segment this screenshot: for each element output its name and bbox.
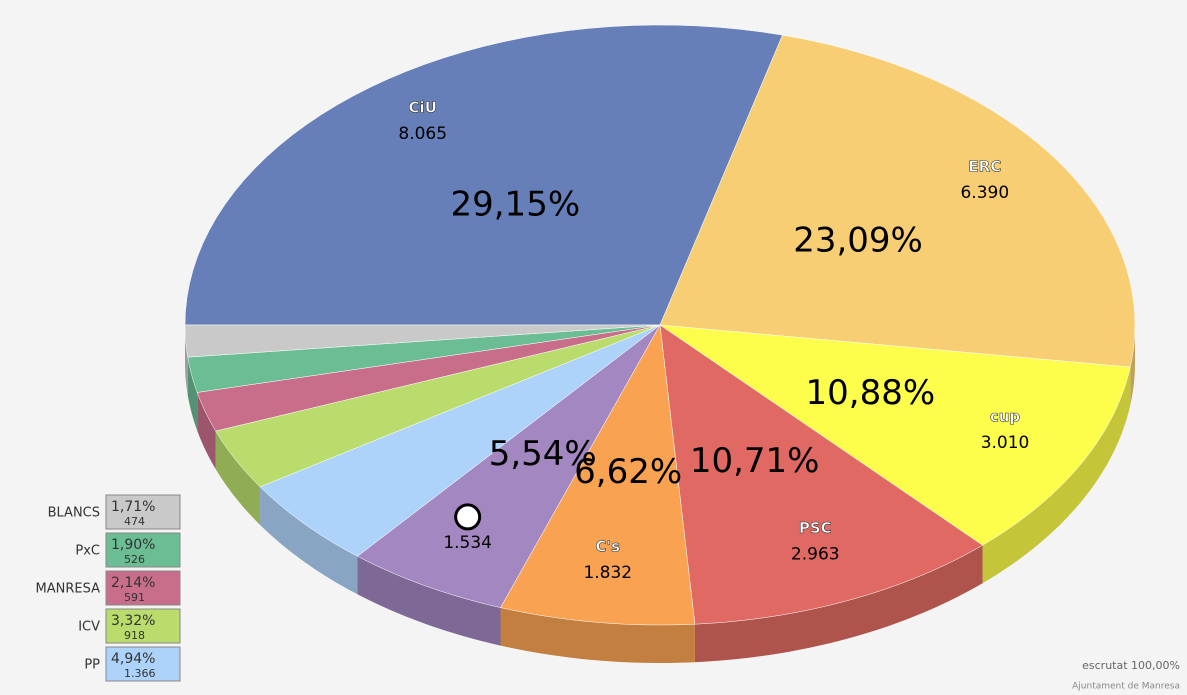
footer: escrutat 100,00%: [1082, 659, 1180, 672]
slice-side: [215, 431, 261, 525]
percent-label: 5,54%: [489, 434, 597, 474]
sides: [185, 325, 1135, 663]
slice: [184, 24, 783, 326]
credit: Ajuntament de Manresa: [1072, 682, 1180, 692]
percent-label: 10,71%: [690, 441, 820, 481]
slice: [187, 324, 661, 393]
legend-votes: 526: [124, 553, 145, 566]
vote-label: 6.390: [960, 183, 1009, 203]
slice: [184, 324, 661, 358]
slice-side: [500, 607, 695, 663]
slice: [259, 324, 661, 557]
slice: [196, 324, 661, 432]
slice-side: [357, 556, 501, 646]
legend-percent: 2,14%: [111, 575, 155, 591]
percent-label: 23,09%: [793, 221, 923, 261]
vote-label: 1.832: [583, 563, 632, 583]
legend-percent: 1,71%: [111, 499, 155, 515]
slice-side: [187, 357, 198, 431]
percent-label: 6,62%: [574, 452, 682, 492]
legend-box: [105, 494, 181, 530]
tops: [184, 24, 1136, 626]
slice: [659, 324, 984, 625]
legend-votes: 1.366: [124, 667, 156, 680]
legend-box: [105, 570, 181, 606]
party-logo: CiU: [409, 98, 437, 116]
legend-name: ICV: [78, 620, 100, 635]
legend-box: [105, 608, 181, 644]
party-logo: C's: [596, 537, 621, 555]
legend-box: [105, 532, 181, 568]
legend-name: PP: [84, 658, 100, 673]
labels: 29,15% CiU 8.065 23,09% ERC 6.390 10,88% cup 3.0…: [398, 98, 1030, 583]
vote-label: 1.534: [443, 533, 492, 553]
legend-votes: 591: [124, 591, 145, 604]
legend-name: PxC: [75, 544, 100, 559]
legend-percent: 3,32%: [111, 613, 155, 629]
slice-side: [1130, 325, 1135, 406]
legend-votes: 918: [124, 629, 145, 642]
vote-label: 8.065: [398, 124, 447, 144]
slice-side: [260, 486, 358, 595]
slice: [215, 324, 661, 488]
vote-label: 3.010: [981, 433, 1030, 453]
legend-percent: 4,94%: [111, 651, 155, 667]
slice: [500, 324, 696, 626]
percent-label: 29,15%: [450, 185, 580, 225]
party-logo: cup: [990, 408, 1021, 426]
legend-percent: 1,90%: [111, 537, 155, 553]
slice-side: [982, 367, 1131, 584]
slice: [356, 324, 661, 608]
slice-side: [197, 392, 216, 470]
slice-side: [694, 545, 983, 663]
legend-votes: 474: [124, 515, 145, 528]
party-logo: ERC: [968, 158, 1001, 176]
legend-name: BLANCS: [48, 506, 100, 521]
party-logo: PSC: [799, 519, 832, 537]
percent-label: 10,88%: [806, 373, 936, 413]
legend-name: MANRESA: [36, 582, 101, 597]
legend-box: [105, 646, 181, 682]
slice: [659, 324, 1131, 546]
party-logo: [454, 503, 482, 531]
slice: [659, 34, 1136, 368]
vote-label: 2.963: [791, 545, 840, 565]
